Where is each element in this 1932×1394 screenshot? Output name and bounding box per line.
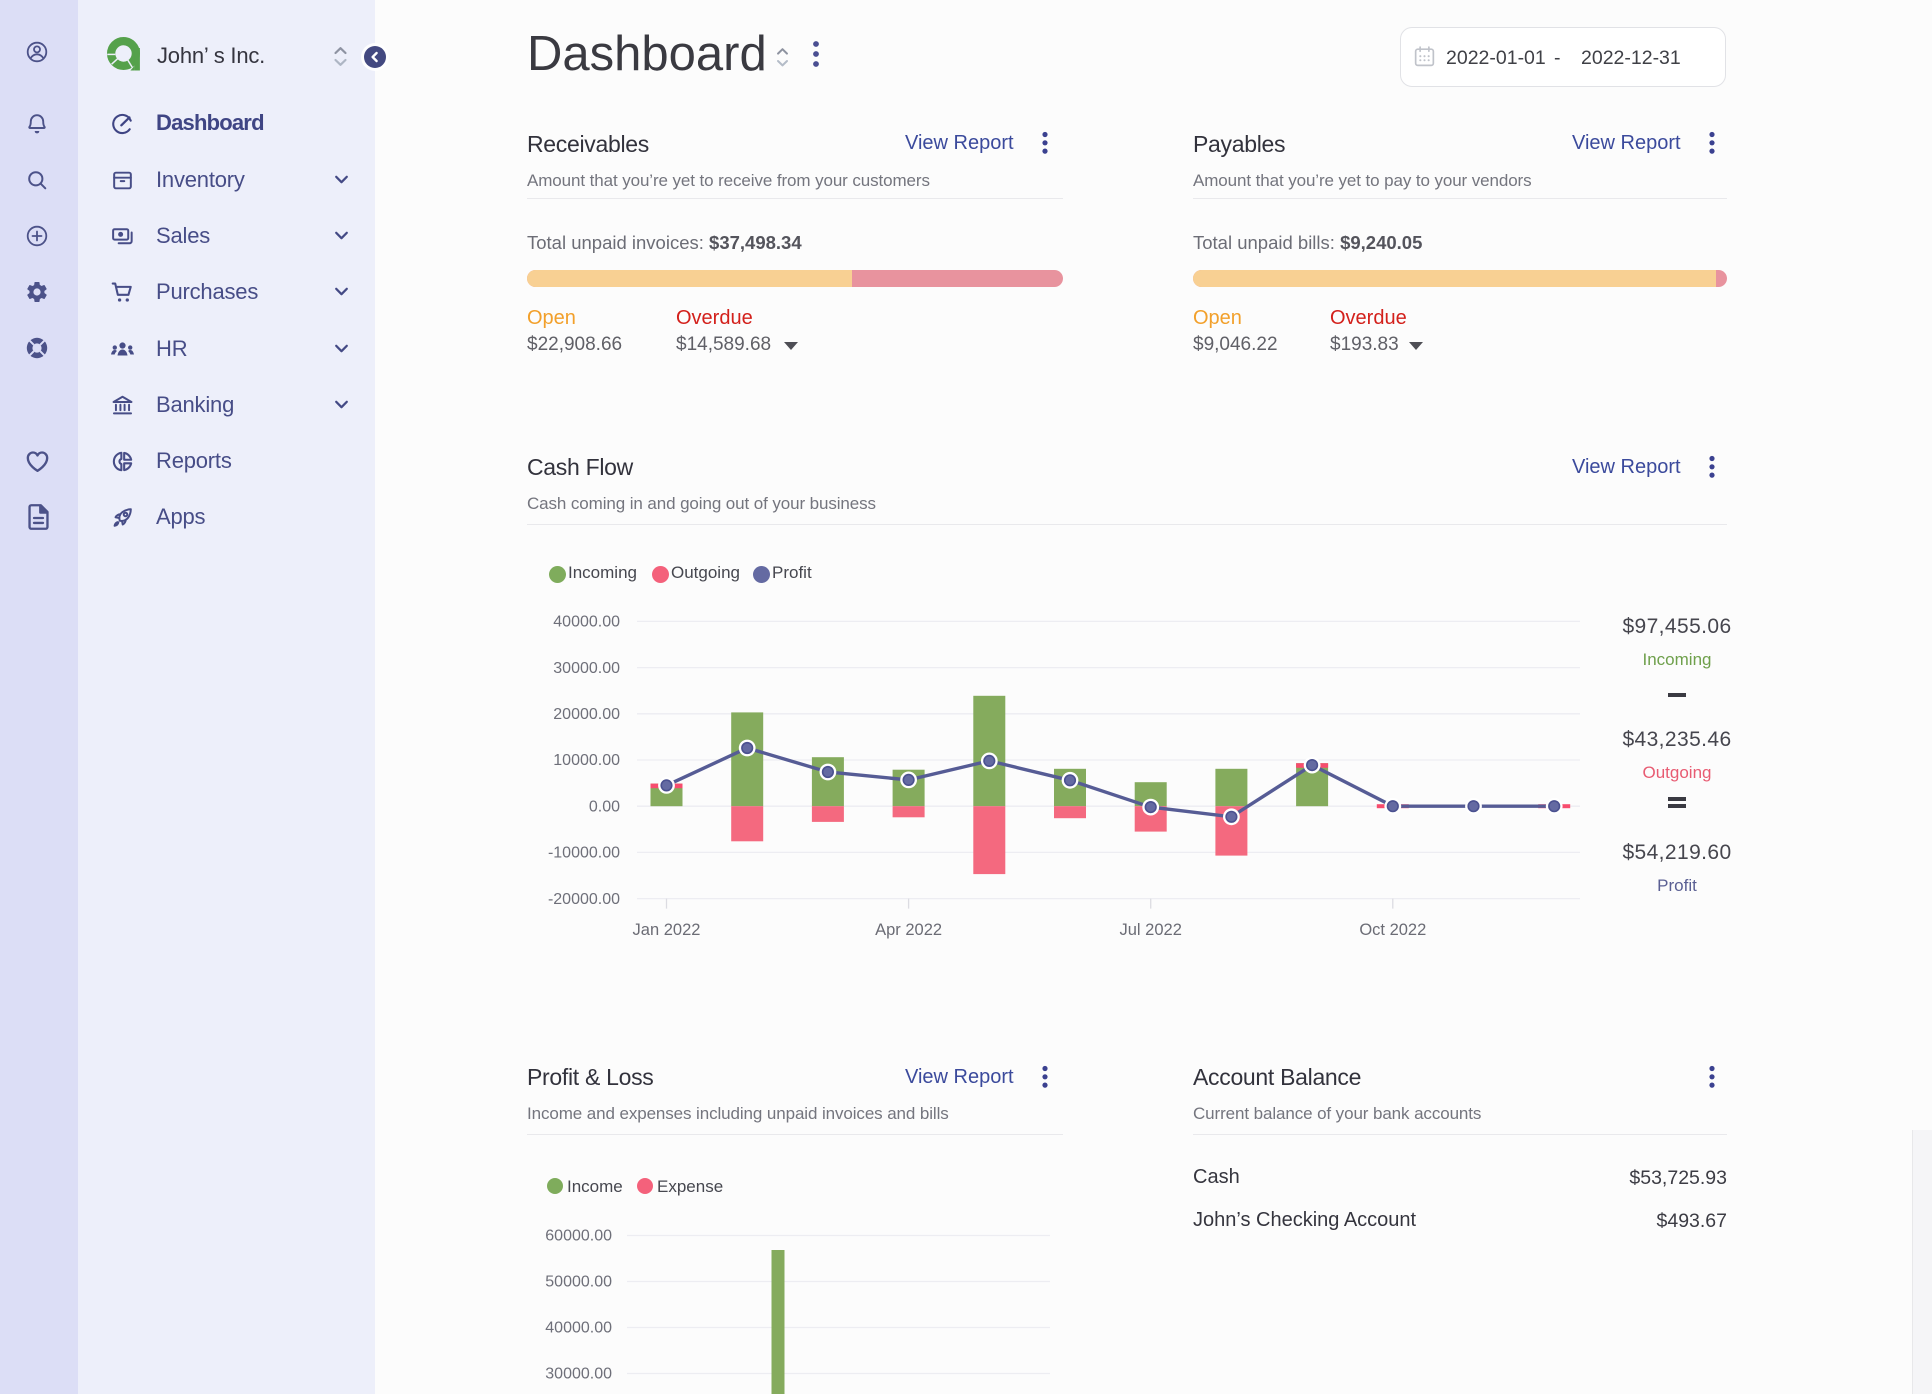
svg-text:40000.00: 40000.00 (545, 1320, 612, 1337)
svg-text:20000.00: 20000.00 (553, 706, 620, 723)
svg-text:30000.00: 30000.00 (553, 660, 620, 677)
svg-text:Apr 2022: Apr 2022 (875, 921, 942, 939)
svg-text:60000.00: 60000.00 (545, 1228, 612, 1245)
svg-text:50000.00: 50000.00 (545, 1274, 612, 1291)
svg-text:0.00: 0.00 (589, 798, 620, 815)
svg-text:40000.00: 40000.00 (553, 614, 620, 631)
svg-text:-10000.00: -10000.00 (548, 845, 620, 862)
svg-text:30000.00: 30000.00 (545, 1366, 612, 1383)
svg-text:Oct 2022: Oct 2022 (1359, 921, 1426, 939)
svg-text:10000.00: 10000.00 (553, 752, 620, 769)
svg-text:Jan 2022: Jan 2022 (633, 921, 701, 939)
svg-text:-20000.00: -20000.00 (548, 891, 620, 908)
svg-text:Jul 2022: Jul 2022 (1120, 921, 1182, 939)
